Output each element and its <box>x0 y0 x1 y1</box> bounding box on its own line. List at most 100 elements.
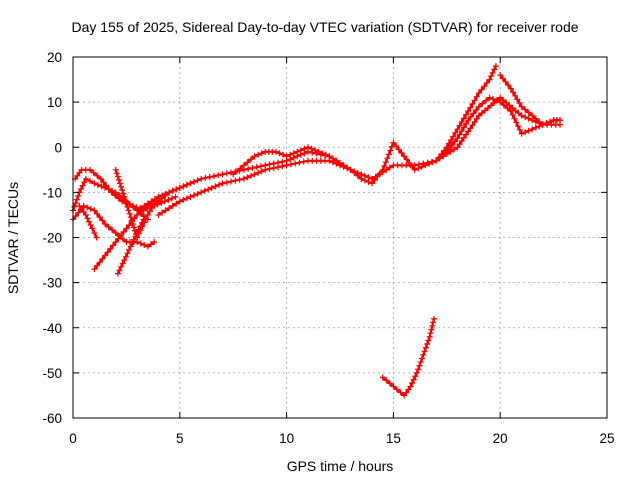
data-point <box>369 180 376 187</box>
data-point <box>151 201 158 208</box>
data-point <box>127 214 134 221</box>
data-point <box>516 100 523 107</box>
series-arc-4 <box>76 202 100 241</box>
data-point <box>191 192 198 199</box>
data-point <box>275 164 282 171</box>
data-point <box>513 119 520 126</box>
data-point <box>121 257 128 264</box>
data-point <box>525 109 532 116</box>
data-point <box>283 162 290 169</box>
data-point <box>137 240 144 247</box>
data-point <box>522 129 529 136</box>
data-point <box>452 129 459 136</box>
data-point <box>492 63 499 70</box>
data-point <box>159 209 165 216</box>
data-point <box>137 205 144 212</box>
data-point <box>173 200 180 207</box>
series-arc-8 <box>134 94 564 214</box>
data-point <box>486 94 493 101</box>
series-arc-3 <box>70 202 158 250</box>
data-point <box>458 128 465 135</box>
series-arc-13 <box>379 315 437 399</box>
data-point <box>405 386 412 393</box>
data-point <box>460 124 467 131</box>
data-point <box>144 211 151 218</box>
data-point <box>125 207 132 214</box>
data-point <box>287 151 294 158</box>
data-point <box>151 196 158 203</box>
data-point <box>397 389 404 396</box>
data-point <box>448 137 455 144</box>
data-point <box>406 160 413 167</box>
data-point <box>155 211 162 218</box>
data-point <box>113 170 120 177</box>
data-point <box>240 162 247 169</box>
data-point <box>122 253 129 260</box>
data-point <box>450 133 457 140</box>
data-point <box>371 176 378 183</box>
data-point <box>82 175 89 182</box>
data-point <box>426 160 432 167</box>
data-point <box>212 183 219 190</box>
data-point <box>119 187 126 194</box>
data-point <box>525 127 532 134</box>
data-point <box>393 143 400 150</box>
data-point <box>458 118 465 125</box>
data-point <box>230 171 237 178</box>
data-point <box>294 148 301 155</box>
data-point <box>419 355 426 362</box>
data-point <box>75 209 82 216</box>
data-point <box>201 187 208 194</box>
data-point <box>187 193 194 200</box>
data-point <box>547 118 554 125</box>
data-point <box>499 75 506 82</box>
data-point <box>94 262 101 269</box>
data-point <box>73 196 80 203</box>
data-point <box>141 202 148 209</box>
data-point <box>87 205 94 212</box>
data-point <box>502 78 509 85</box>
data-point <box>124 204 131 211</box>
series-arc-2 <box>72 166 179 214</box>
data-point <box>279 163 286 170</box>
x-tick-label: 25 <box>599 431 614 446</box>
data-point <box>518 112 525 119</box>
data-point <box>430 319 437 326</box>
data-point <box>287 161 294 168</box>
data-point <box>121 193 128 200</box>
data-point <box>426 333 433 340</box>
data-point <box>467 104 474 111</box>
data-point <box>262 166 269 173</box>
data-point <box>176 198 183 205</box>
data-point <box>403 389 410 396</box>
data-point <box>386 164 393 171</box>
data-point <box>108 189 115 196</box>
data-point <box>118 183 125 190</box>
data-point <box>433 157 440 164</box>
chart-title: Day 155 of 2025, Sidereal Day-to-day VTE… <box>71 19 578 35</box>
data-point <box>198 189 205 196</box>
data-point <box>467 113 474 120</box>
data-point <box>329 159 336 166</box>
data-point <box>398 149 405 156</box>
data-point <box>270 165 277 172</box>
data-point <box>458 137 465 144</box>
y-tick-label: -40 <box>42 321 62 336</box>
data-point <box>255 169 262 176</box>
data-point <box>166 189 173 196</box>
data-point <box>421 348 428 355</box>
data-point <box>490 96 497 103</box>
data-point <box>123 200 130 207</box>
data-point <box>465 117 472 124</box>
data-point <box>151 239 158 246</box>
data-point <box>450 146 457 153</box>
data-point <box>543 120 550 127</box>
data-point <box>248 156 254 163</box>
data-point <box>120 228 127 235</box>
data-point <box>518 103 525 110</box>
data-point <box>155 193 162 200</box>
data-point <box>415 165 422 172</box>
data-point <box>509 104 516 111</box>
data-point <box>82 211 89 218</box>
data-point <box>420 351 427 358</box>
